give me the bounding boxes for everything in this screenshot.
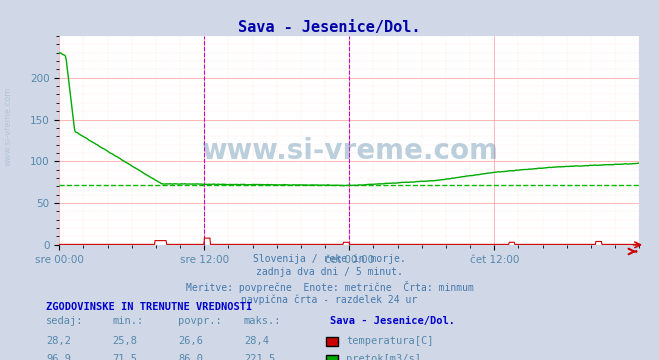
- Text: pretok[m3/s]: pretok[m3/s]: [346, 354, 421, 360]
- Text: 96,9: 96,9: [46, 354, 71, 360]
- Text: min.:: min.:: [112, 316, 143, 326]
- Text: www.si-vreme.com: www.si-vreme.com: [201, 137, 498, 165]
- Text: sedaj:: sedaj:: [46, 316, 84, 326]
- Text: Sava - Jesenice/Dol.: Sava - Jesenice/Dol.: [330, 316, 455, 326]
- Text: maks.:: maks.:: [244, 316, 281, 326]
- Text: www.si-vreme.com: www.si-vreme.com: [3, 86, 13, 166]
- Text: zadnja dva dni / 5 minut.: zadnja dva dni / 5 minut.: [256, 267, 403, 278]
- Text: 71,5: 71,5: [112, 354, 137, 360]
- Text: 28,4: 28,4: [244, 336, 269, 346]
- Text: Sava - Jesenice/Dol.: Sava - Jesenice/Dol.: [239, 20, 420, 35]
- Text: 221,5: 221,5: [244, 354, 275, 360]
- Text: ZGODOVINSKE IN TRENUTNE VREDNOSTI: ZGODOVINSKE IN TRENUTNE VREDNOSTI: [46, 302, 252, 312]
- Text: temperatura[C]: temperatura[C]: [346, 336, 434, 346]
- Text: 28,2: 28,2: [46, 336, 71, 346]
- Text: navpična črta - razdelek 24 ur: navpična črta - razdelek 24 ur: [241, 295, 418, 305]
- Text: povpr.:: povpr.:: [178, 316, 221, 326]
- Text: 25,8: 25,8: [112, 336, 137, 346]
- Text: Slovenija / reke in morje.: Slovenija / reke in morje.: [253, 254, 406, 264]
- Text: Meritve: povprečne  Enote: metrične  Črta: minmum: Meritve: povprečne Enote: metrične Črta:…: [186, 281, 473, 293]
- Text: 86,0: 86,0: [178, 354, 203, 360]
- Text: 26,6: 26,6: [178, 336, 203, 346]
